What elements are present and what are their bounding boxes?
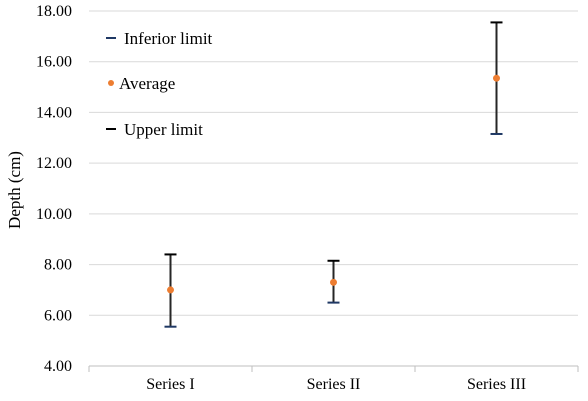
y-tick-label: 8.00: [44, 257, 72, 274]
legend: Inferior limit Average Upper limit: [106, 29, 213, 139]
legend-marker-average: [108, 80, 114, 86]
y-tick-label: 10.00: [36, 206, 72, 223]
average-point: [493, 74, 500, 82]
x-axis: Series I Series II Series III: [88, 365, 579, 393]
y-tick-label: 14.00: [36, 104, 72, 121]
legend-label: Inferior limit: [124, 29, 213, 48]
y-tick-label: 16.00: [36, 54, 72, 71]
y-axis-title: Depth (cm): [5, 151, 24, 229]
average-point: [167, 286, 174, 294]
y-tick-label: 12.00: [36, 155, 72, 172]
y-tick-label: 18.00: [36, 3, 72, 20]
y-tick-label: 4.00: [44, 358, 72, 375]
x-tick-label: Series II: [307, 376, 361, 393]
error-bars: [164, 21, 503, 328]
average-point: [330, 278, 337, 286]
legend-label: Average: [119, 74, 175, 93]
y-tick-labels: 4.00 6.00 8.00 10.00 12.00 14.00 16.00 18.00: [36, 3, 72, 375]
x-tick-label: Series I: [146, 376, 194, 393]
x-tick-label: Series III: [467, 376, 526, 393]
y-tick-label: 6.00: [44, 307, 72, 324]
legend-label: Upper limit: [124, 120, 203, 139]
